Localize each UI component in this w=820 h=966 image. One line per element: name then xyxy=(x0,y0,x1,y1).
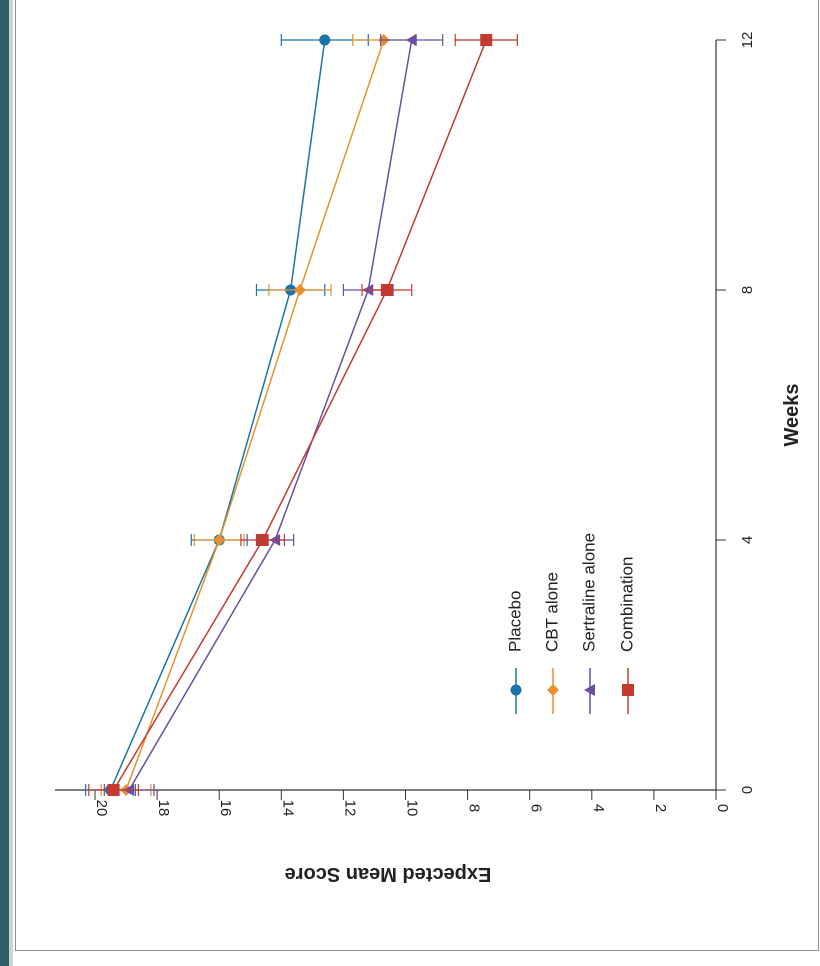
window-edge xyxy=(0,0,9,966)
data-point xyxy=(213,534,226,546)
legend-label: CBT alone xyxy=(542,572,561,652)
legend-label: Sertraline alone xyxy=(579,533,598,652)
window-edge-highlight xyxy=(9,0,13,966)
week-tick-label: 4 xyxy=(739,536,756,544)
series-layer xyxy=(85,34,518,796)
series-line xyxy=(128,39,413,791)
axes: 0 2 4 6 8 10 12 14 16 18 20 0 4 8 12 xyxy=(55,32,756,817)
score-tick-label: 2 xyxy=(652,804,669,812)
data-point xyxy=(107,784,120,796)
series-sertraline-alone xyxy=(103,34,444,796)
score-tick-label: 14 xyxy=(279,800,296,817)
series-placebo xyxy=(85,34,369,796)
legend-entry: Combination xyxy=(617,557,636,714)
series-combination xyxy=(88,34,518,796)
data-point xyxy=(293,284,306,296)
series-line xyxy=(112,39,487,791)
y-axis-label: Expected Mean Score xyxy=(285,863,492,885)
score-tick-label: 18 xyxy=(155,800,172,817)
data-point xyxy=(380,284,393,296)
data-point xyxy=(319,34,331,46)
score-tick-label: 8 xyxy=(466,804,483,812)
legend-label: Combination xyxy=(617,557,636,652)
week-tick-label: 0 xyxy=(739,786,756,794)
score-tick-label: 20 xyxy=(93,800,110,817)
score-tick-label: 0 xyxy=(714,804,731,812)
data-point xyxy=(547,684,559,696)
data-point xyxy=(405,34,417,46)
legend-entry: Sertraline alone xyxy=(579,533,598,714)
series-line xyxy=(125,39,385,791)
week-tick-label: 8 xyxy=(739,286,756,294)
data-point xyxy=(510,684,522,696)
legend-label: Placebo xyxy=(505,591,524,652)
score-tick-label: 6 xyxy=(528,804,545,812)
legend-entry: CBT alone xyxy=(542,572,561,714)
score-tick-label: 10 xyxy=(404,800,421,817)
legend: Placebo CBT alone Sertraline alone Combinat… xyxy=(505,533,636,714)
score-tick-label: 12 xyxy=(341,800,358,817)
data-point xyxy=(622,684,634,696)
data-point xyxy=(584,684,595,696)
data-point xyxy=(480,34,493,46)
score-tick-label: 16 xyxy=(217,800,234,817)
x-axis-label: Weeks xyxy=(781,383,803,446)
figure-frame xyxy=(15,0,819,951)
week-tick-label: 12 xyxy=(739,32,756,49)
series-line xyxy=(109,39,326,791)
legend-entry: Placebo xyxy=(505,591,524,714)
score-tick-label: 4 xyxy=(590,804,607,812)
series-cbt-alone xyxy=(100,34,416,796)
data-point xyxy=(256,534,269,546)
